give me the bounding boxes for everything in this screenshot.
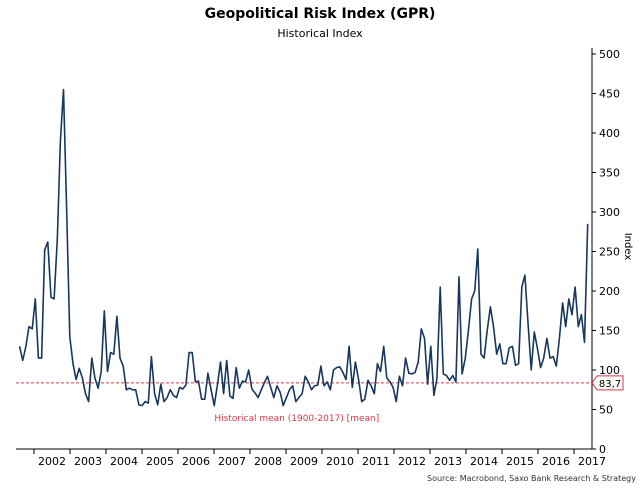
x-tick-label: 2003 bbox=[74, 455, 102, 468]
x-tick-label: 2017 bbox=[578, 455, 606, 468]
source-note: Source: Macrobond, Saxo Bank Research & … bbox=[427, 474, 636, 483]
chart-title: Geopolitical Risk Index (GPR) bbox=[204, 6, 436, 22]
y-tick-label: 0 bbox=[599, 443, 606, 456]
y-tick-label: 100 bbox=[599, 364, 620, 377]
x-tick-label: 2016 bbox=[542, 455, 570, 468]
x-tick-label: 2008 bbox=[254, 455, 282, 468]
y-tick-label: 50 bbox=[599, 404, 613, 417]
x-tick-label: 2005 bbox=[146, 455, 174, 468]
x-tick-label: 2011 bbox=[362, 455, 390, 468]
y-tick-label: 500 bbox=[599, 48, 620, 61]
y-tick-label: 400 bbox=[599, 127, 620, 140]
y-tick-label: 350 bbox=[599, 167, 620, 180]
series-line-gpr bbox=[18, 88, 589, 407]
x-tick-label: 2014 bbox=[470, 455, 498, 468]
y-tick-label: 450 bbox=[599, 88, 620, 101]
x-tick-label: 2009 bbox=[290, 455, 318, 468]
y-axis-title: Index bbox=[622, 233, 633, 261]
y-tick-label: 300 bbox=[599, 206, 620, 219]
mean-value-tag bbox=[591, 375, 624, 391]
x-tick-label: 2012 bbox=[398, 455, 426, 468]
x-tick-label: 2002 bbox=[38, 455, 66, 468]
x-tick-label: 2004 bbox=[110, 455, 138, 468]
x-tick-label: 2013 bbox=[434, 455, 462, 468]
x-tick-label: 2010 bbox=[326, 455, 354, 468]
y-tick-label: 200 bbox=[599, 285, 620, 298]
x-tick-label: 2015 bbox=[506, 455, 534, 468]
mean-value-label: 83,7 bbox=[599, 379, 621, 390]
y-tick-label: 250 bbox=[599, 246, 620, 259]
mean-label: Historical mean (1900-2017) [mean] bbox=[214, 414, 379, 424]
y-tick-label: 150 bbox=[599, 325, 620, 338]
x-tick-label: 2006 bbox=[182, 455, 210, 468]
x-tick-label: 2007 bbox=[218, 455, 246, 468]
chart-subtitle: Historical Index bbox=[277, 27, 363, 40]
